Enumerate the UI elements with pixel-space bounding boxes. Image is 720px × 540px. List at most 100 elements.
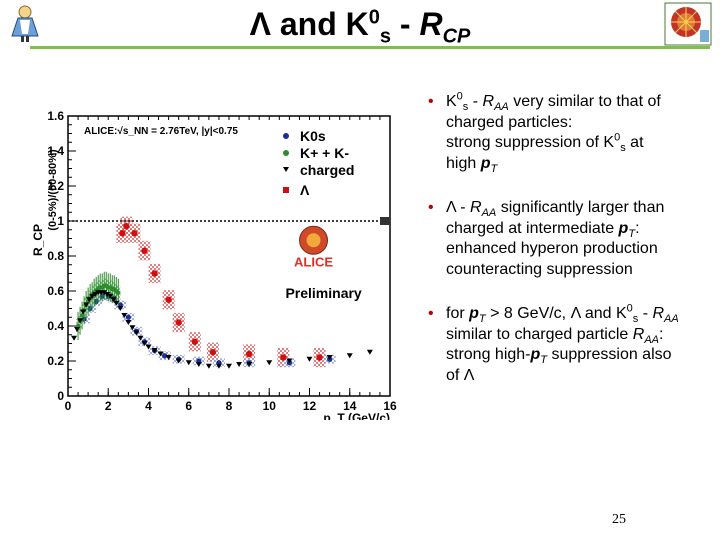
page-number: 25 xyxy=(612,512,626,527)
bullet-item: • Λ - RAA significantly larger than charge… xyxy=(428,198,718,280)
data-point-charged xyxy=(145,344,152,350)
data-point-charged xyxy=(236,362,243,367)
bullet-line: similar to charged particle RAA: xyxy=(446,325,664,346)
data-point-charged xyxy=(89,293,96,299)
data-point-charged xyxy=(205,363,212,369)
data-point-lambda xyxy=(245,350,253,358)
data-point-charged xyxy=(195,362,202,367)
energy-annotation: ALICE:√s_NN = 2.76TeV, |y|<0.75 xyxy=(84,126,238,137)
x-axis-label: p_T (GeV/c) xyxy=(323,411,390,420)
data-point-charged xyxy=(83,302,90,308)
x-tick-label: 8 xyxy=(226,399,233,413)
y-tick-label: 0 xyxy=(57,389,64,403)
data-point-lambda xyxy=(191,338,198,345)
x-tick-label: 12 xyxy=(303,399,317,413)
y-tick-label: 1.6 xyxy=(47,109,64,123)
bullet-line: K0s - RAA very similar to that of xyxy=(446,90,661,114)
x-tick-label: 14 xyxy=(343,399,357,413)
data-point-charged xyxy=(246,362,253,367)
bullet-list: • K0s - RAA very similar to that of charge… xyxy=(428,90,718,410)
bullet-line: strong high-pT suppression also xyxy=(446,346,672,367)
data-point-charged xyxy=(117,306,124,311)
data-point-charged xyxy=(266,360,273,366)
y-tick-label: 1 xyxy=(57,214,64,228)
legend-label: K0s xyxy=(300,128,326,144)
data-point-charged xyxy=(326,355,333,360)
data-point-charged xyxy=(151,348,158,353)
y-tick-label: 1.4 xyxy=(47,144,64,158)
data-point-charged xyxy=(346,353,353,359)
bullet-marker: • xyxy=(428,93,434,110)
bullet-line: counteracting suppression xyxy=(446,260,633,278)
y-tick-label: 0.2 xyxy=(47,354,64,368)
data-point-charged xyxy=(226,363,232,369)
data-point-k0s xyxy=(125,314,131,320)
data-point-charged xyxy=(74,327,81,332)
data-point-kcharged xyxy=(116,290,121,295)
data-point-lambda xyxy=(151,270,158,277)
data-point-charged xyxy=(215,363,222,369)
bullet-line: enhanced hyperon production xyxy=(446,240,658,257)
data-point-charged xyxy=(366,349,373,355)
data-point-lambda xyxy=(123,223,130,230)
data-point-charged xyxy=(125,320,132,325)
x-tick-label: 0 xyxy=(65,399,72,413)
preliminary-watermark: Preliminary xyxy=(285,285,361,301)
data-point-charged xyxy=(101,290,108,296)
data-point-charged xyxy=(175,358,182,364)
bullet-marker: • xyxy=(428,199,434,216)
data-point-charged xyxy=(77,318,84,324)
bullet-line: charged particles: xyxy=(446,113,573,131)
x-tick-label: 6 xyxy=(185,399,192,413)
legend-label: charged xyxy=(300,162,354,178)
data-point-lambda xyxy=(316,354,323,361)
data-point-charged xyxy=(104,292,111,297)
data-point-charged xyxy=(286,358,293,364)
data-point-charged xyxy=(80,309,87,315)
y-axis-ratio-label: (0-5%)/(60-80%) xyxy=(47,149,59,231)
legend-label: Λ xyxy=(300,182,310,198)
data-point-charged xyxy=(185,360,192,366)
y-tick-label: 0.4 xyxy=(47,319,64,333)
data-point-lambda xyxy=(280,354,287,361)
y-tick-label: 0.6 xyxy=(47,284,64,298)
bullet-line: charged at intermediate pT: xyxy=(446,219,640,240)
data-point-k0s xyxy=(162,353,168,359)
y-tick-label: 0.8 xyxy=(47,249,64,263)
data-point-charged xyxy=(133,330,140,336)
data-point-charged xyxy=(110,297,117,303)
x-tick-label: 2 xyxy=(105,399,112,413)
data-point-lambda xyxy=(165,296,172,303)
data-point-charged xyxy=(129,325,136,331)
data-point-charged xyxy=(157,351,164,357)
legend-marker xyxy=(283,187,289,193)
left-mascot-logo xyxy=(8,4,42,44)
data-point-charged xyxy=(165,355,172,360)
rcp-chart: 0 2 4 6 8 10 12 14 16 0.2 0.4 0.6 0.8 1 1.2 1.4 1.6 0 R_CP… xyxy=(31,109,397,420)
data-point-charged xyxy=(113,300,120,306)
bullet-item: • K0s - RAA very similar to that of charge… xyxy=(428,90,718,175)
data-point-lambda xyxy=(175,319,182,326)
legend-marker xyxy=(283,150,289,156)
data-point-lambda xyxy=(131,230,138,237)
data-point-kcharged xyxy=(79,313,85,318)
y-tick-label: 1.2 xyxy=(47,179,64,193)
bullet-line: strong suppression of K0s at xyxy=(446,131,644,155)
bullet-line: of Λ xyxy=(446,366,475,384)
legend-marker xyxy=(283,133,289,139)
y-axis-label: R_CP xyxy=(31,224,45,256)
bullet-marker: • xyxy=(428,305,434,322)
data-point-lambda xyxy=(141,247,148,254)
title-underline xyxy=(30,46,710,49)
bullet-item: • for pT > 8 GeV/c, Λ and K0s - RAA simila… xyxy=(428,303,718,386)
right-experiment-logo xyxy=(664,2,712,46)
data-point-charged xyxy=(121,313,128,318)
data-point-lambda xyxy=(119,230,126,237)
x-tick-label: 10 xyxy=(263,399,277,413)
data-point-charged xyxy=(71,335,78,341)
data-point-charged xyxy=(86,297,93,303)
legend-marker xyxy=(283,167,289,172)
data-point-charged xyxy=(107,293,114,299)
bullet-line: high pT xyxy=(446,154,498,175)
alice-logo-text: ALICE xyxy=(294,254,333,269)
